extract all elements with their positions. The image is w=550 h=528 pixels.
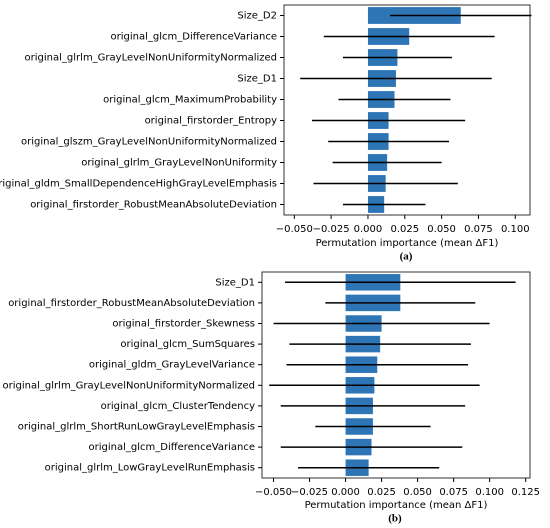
y-tick-label: original_glcm_DifferenceVariance: [111, 32, 278, 43]
y-tick-label: original_gldm_GrayLevelVariance: [89, 360, 255, 371]
caption: (b): [388, 513, 402, 525]
y-tick-label: original_firstorder_RobustMeanAbsoluteDe…: [8, 298, 255, 309]
x-tick-label: 0.075: [464, 224, 493, 235]
y-tick-label: original_glrlm_GrayLevelNonUniformityNor…: [3, 380, 255, 391]
y-tick-label: Size_D1: [237, 74, 277, 85]
x-tick-label: 0.025: [390, 224, 419, 235]
x-tick-label: 0.000: [354, 224, 383, 235]
y-tick-label: original_gldm_SmallDependenceHighGrayLev…: [0, 179, 277, 190]
x-tick-label: −0.050: [276, 224, 313, 235]
y-tick-label: Size_D1: [215, 277, 255, 288]
y-tick-label: original_glcm_ClusterTendency: [101, 401, 255, 412]
y-tick-label: original_glrlm_LowGrayLevelRunEmphasis: [45, 463, 255, 474]
x-tick-label: 0.100: [475, 487, 504, 498]
x-tick-label: −0.025: [313, 224, 350, 235]
y-tick-label: original_glrlm_GrayLevelNonUniformityNor…: [25, 53, 277, 64]
caption: (a): [400, 251, 413, 263]
x-tick-label: 0.100: [501, 224, 530, 235]
x-axis-label: Permutation importance (mean ΔF1): [316, 238, 499, 249]
x-tick-label: −0.050: [255, 487, 292, 498]
x-tick-label: 0.075: [439, 487, 468, 498]
plot-frame: [283, 4, 531, 216]
x-axis-label: Permutation importance (mean ΔF1): [305, 500, 488, 511]
x-tick-label: −0.025: [291, 487, 328, 498]
x-tick-label: 0.050: [427, 224, 456, 235]
plot-frame: [261, 271, 531, 479]
y-tick-label: original_firstorder_RobustMeanAbsoluteDe…: [30, 200, 277, 211]
y-tick-label: original_glszm_GrayLevelNonUniformityNor…: [21, 137, 277, 148]
y-tick-label: original_glrlm_GrayLevelNonUniformity: [81, 158, 277, 169]
y-tick-label: original_firstorder_Entropy: [145, 116, 278, 127]
x-tick-label: 0.125: [511, 487, 540, 498]
y-tick-label: original_glcm_MaximumProbability: [103, 95, 277, 106]
y-tick-label: original_glcm_SumSquares: [120, 339, 255, 350]
y-tick-label: original_glrlm_ShortRunLowGrayLevelEmpha…: [18, 422, 255, 433]
y-tick-label: original_firstorder_Skewness: [112, 319, 255, 330]
y-tick-label: Size_D2: [237, 11, 277, 22]
x-tick-label: 0.025: [367, 487, 396, 498]
y-tick-label: original_glcm_DifferenceVariance: [89, 442, 256, 453]
x-tick-label: 0.000: [331, 487, 360, 498]
x-tick-label: 0.050: [403, 487, 432, 498]
